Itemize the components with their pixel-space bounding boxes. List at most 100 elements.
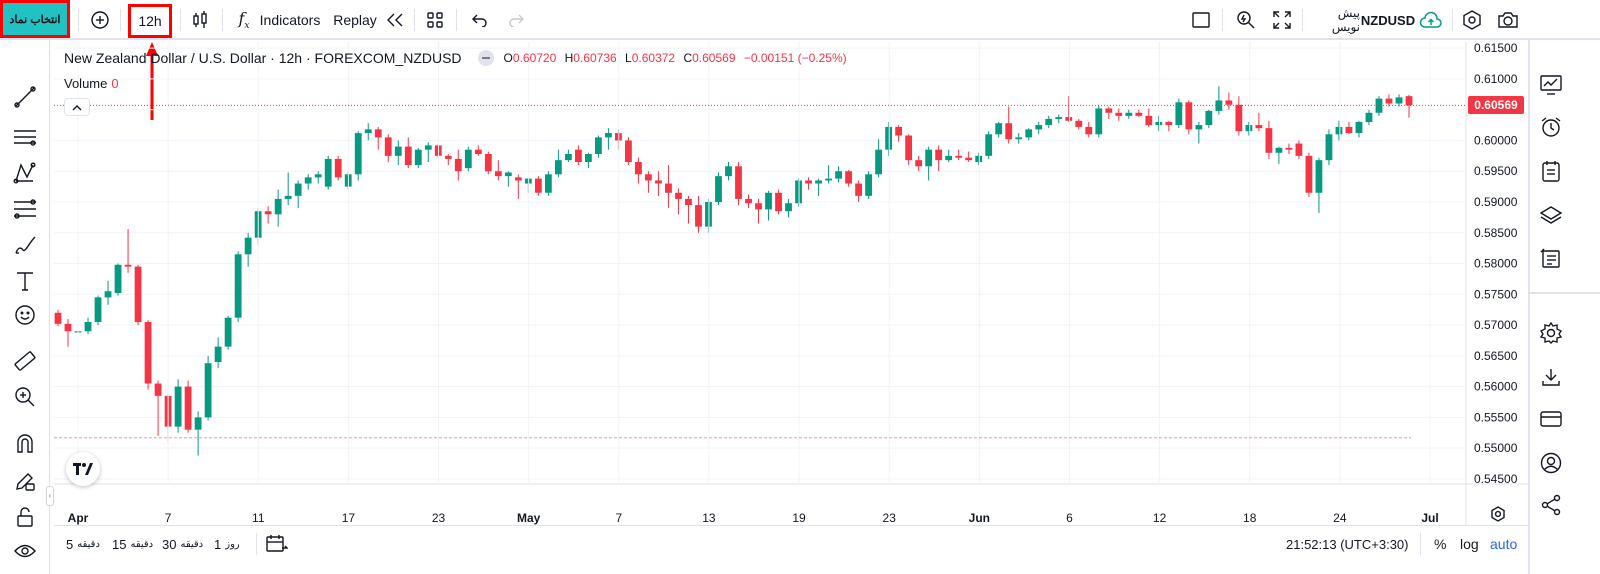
redo-icon[interactable]: [506, 0, 526, 40]
lock-icon[interactable]: [10, 502, 40, 532]
candle-body: [364, 129, 372, 134]
auto-scale-button[interactable]: auto: [1490, 536, 1518, 552]
notes-clipboard-icon[interactable]: [1538, 158, 1564, 184]
share-icon[interactable]: [1538, 492, 1564, 518]
candle-body: [975, 155, 983, 162]
volume-label: Volume: [64, 76, 108, 91]
candle-body: [1025, 129, 1033, 138]
download-icon[interactable]: [1538, 364, 1564, 390]
symbol-title[interactable]: New Zealand Dollar / U.S. Dollar · 12h ·…: [64, 50, 462, 66]
symbol-search-button[interactable]: انتخاب نماد: [0, 0, 70, 38]
brush-icon[interactable]: [10, 230, 40, 260]
replay-rewind-icon[interactable]: [382, 0, 408, 40]
gear-icon[interactable]: [1538, 320, 1564, 346]
toolbar-divider: [1420, 533, 1421, 555]
collapse-toolbar-handle[interactable]: ‹: [46, 486, 54, 506]
pattern-icon[interactable]: [10, 158, 40, 188]
candle-body: [925, 149, 933, 167]
card-icon[interactable]: [1538, 406, 1564, 432]
layout-grid-icon[interactable]: [424, 0, 446, 40]
indicators-button[interactable]: Indicators: [259, 12, 321, 28]
tradingview-logo[interactable]: [66, 452, 100, 486]
goto-date-calendar-icon[interactable]: [266, 526, 288, 562]
range-15-minute-button[interactable]: 15 دقیقه: [112, 536, 154, 552]
candle-body: [1165, 122, 1173, 126]
publish-label[interactable]: پیش نویس: [1331, 6, 1360, 34]
add-symbol-icon[interactable]: [88, 0, 112, 40]
candle-body: [1155, 122, 1163, 126]
percent-scale-button[interactable]: %: [1434, 536, 1447, 552]
candle-body: [1375, 98, 1383, 113]
candle-body: [1085, 126, 1093, 135]
replay-button[interactable]: Replay: [333, 12, 377, 28]
chart-pane[interactable]: 0.615000.610000.605000.600000.595000.590…: [54, 42, 1528, 525]
symbol-name[interactable]: NZDUSD: [1360, 12, 1416, 28]
chart-settings-gear-icon[interactable]: [1488, 504, 1508, 524]
alarm-clock-icon[interactable]: [1538, 114, 1564, 140]
candle-body: [935, 149, 943, 161]
candle-body: [635, 162, 642, 175]
candle-body: [444, 155, 452, 159]
candle-body: [1405, 96, 1413, 106]
zoom-in-icon[interactable]: [10, 382, 40, 412]
user-profile-icon[interactable]: [1538, 450, 1564, 476]
candle-body: [815, 180, 822, 184]
function-fx-icon[interactable]: fx: [238, 8, 250, 32]
candlestick-chart[interactable]: 0.615000.610000.605000.600000.595000.590…: [54, 42, 1528, 525]
candle-body: [1015, 137, 1023, 140]
candle-body: [1145, 115, 1153, 126]
candles-chart-type-icon[interactable]: [188, 0, 212, 40]
candle-body: [765, 192, 772, 210]
candle-body: [855, 183, 862, 196]
candle-body: [1045, 118, 1053, 126]
candle-body: [234, 254, 242, 318]
range-30-minute-button[interactable]: 30 دقیقه: [162, 536, 204, 552]
fib-retracement-icon[interactable]: [10, 194, 40, 224]
camera-icon[interactable]: [1496, 0, 1520, 40]
settings-hexagon-icon[interactable]: [1460, 0, 1484, 40]
undo-icon[interactable]: [470, 0, 490, 40]
candle-body: [1255, 125, 1263, 129]
ohlc-values: O0.60720 H0.60736 L0.60372 C0.60569 −0.0…: [503, 51, 847, 65]
fullscreen-window-icon[interactable]: [1190, 0, 1212, 40]
candle-body: [1095, 108, 1103, 135]
draw-lock-pencil-icon[interactable]: [10, 466, 40, 496]
toolbar-divider: [222, 9, 223, 31]
news-list-icon[interactable]: [1538, 246, 1564, 272]
candle-body: [1135, 112, 1143, 116]
timezone-clock[interactable]: 21:52:13 (UTC+3:30): [1286, 536, 1409, 552]
trend-line-icon[interactable]: [10, 82, 40, 112]
time-tick-label: May: [517, 511, 541, 525]
text-tool-icon[interactable]: [10, 266, 40, 296]
magnet-icon[interactable]: [10, 428, 40, 458]
candle-body: [1385, 98, 1393, 104]
candle-body: [194, 417, 202, 430]
candle-body: [124, 264, 132, 267]
ruler-icon[interactable]: [10, 346, 40, 376]
candle-body: [94, 297, 102, 322]
horizontal-lines-icon[interactable]: [10, 122, 40, 152]
candle-body: [104, 291, 112, 298]
time-tick-label: 7: [615, 511, 622, 525]
range-1-day-button[interactable]: 1 روز: [214, 536, 240, 552]
cloud-upload-icon[interactable]: [1416, 0, 1446, 40]
candle-body: [785, 203, 792, 212]
candle-body: [84, 322, 92, 332]
quick-search-icon[interactable]: [1234, 0, 1258, 40]
watchlist-monitor-icon[interactable]: [1538, 72, 1564, 98]
candle-body: [755, 203, 762, 210]
eye-icon[interactable]: [10, 536, 40, 566]
expand-icon[interactable]: [1270, 0, 1294, 40]
log-scale-button[interactable]: log: [1460, 536, 1479, 552]
timeframe-button[interactable]: 12h: [128, 4, 172, 38]
range-5-minute-button[interactable]: 5 دقیقه: [66, 536, 100, 552]
drawing-toolbar: [0, 40, 50, 574]
collapse-legend-chevron-up-icon[interactable]: [64, 98, 90, 116]
candle-body: [354, 133, 362, 175]
candle-body: [725, 166, 732, 177]
candle-body: [645, 174, 652, 181]
volume-legend[interactable]: Volume 0: [64, 76, 119, 91]
emoji-icon[interactable]: [10, 300, 40, 330]
candle-body: [224, 317, 232, 347]
layers-icon[interactable]: [1538, 202, 1564, 228]
